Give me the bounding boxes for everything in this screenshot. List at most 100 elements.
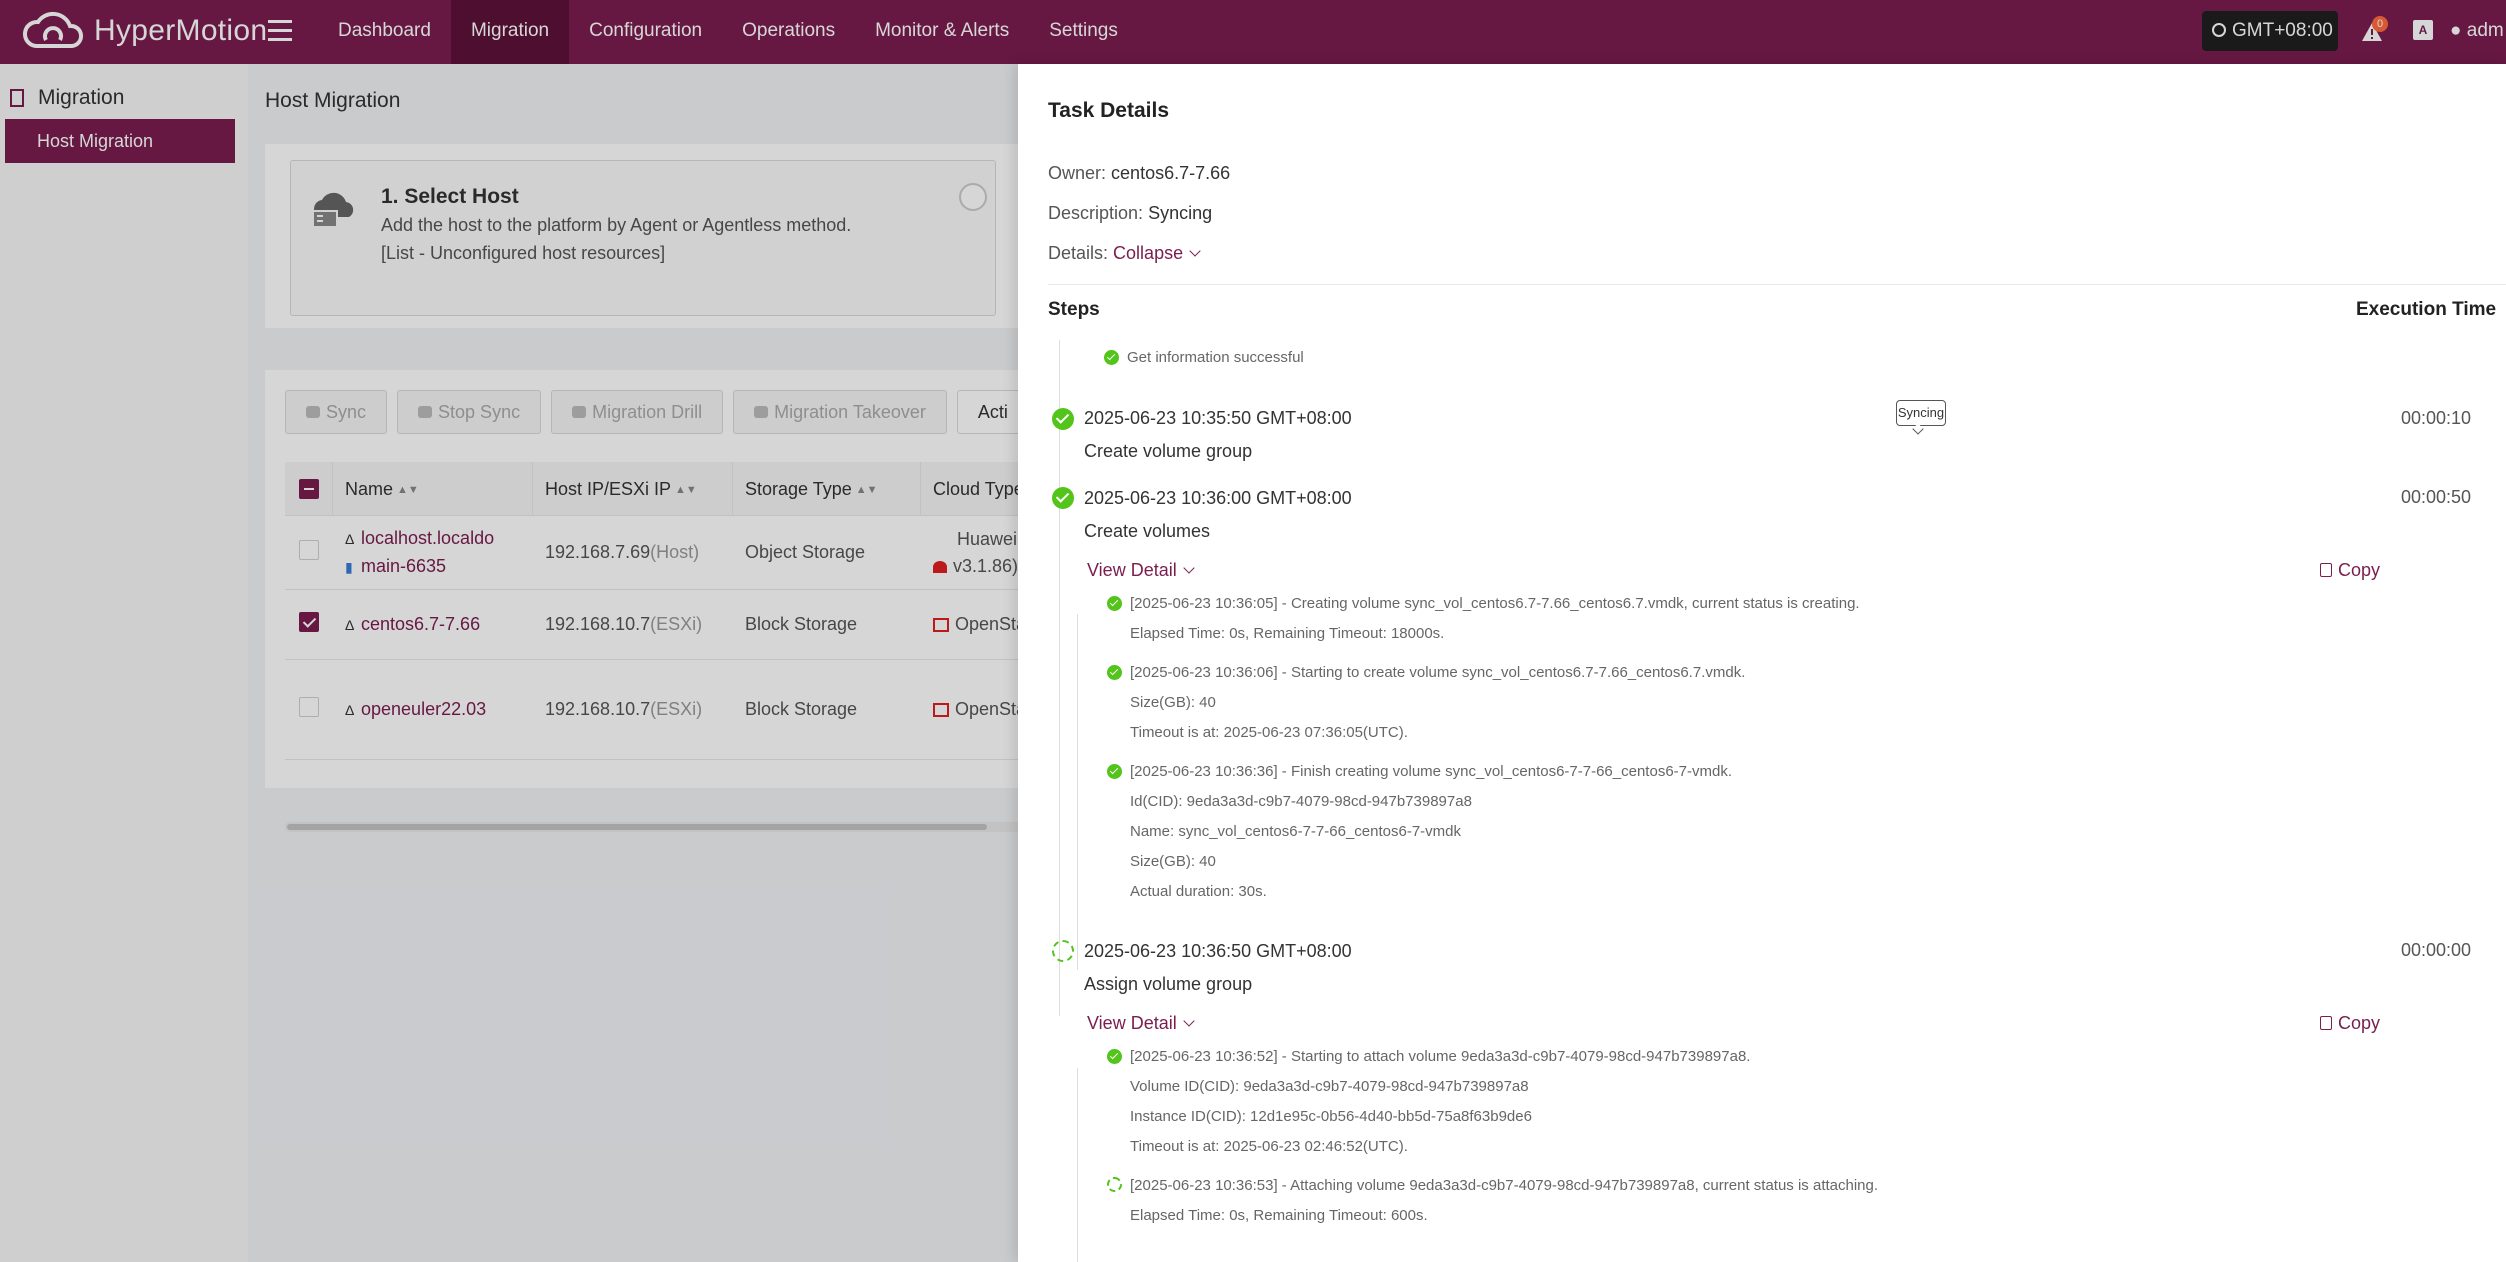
select-host-list-text: [List - Unconfigured host resources] bbox=[381, 243, 666, 263]
migration-drill-button[interactable]: Migration Drill bbox=[551, 390, 724, 434]
log-line-text: Instance ID(CID): 12d1e95c-0b56-4d40-bb5… bbox=[1130, 1108, 1532, 1125]
view-detail-toggle[interactable]: View Detail bbox=[1087, 560, 1195, 581]
cloud-server-icon bbox=[312, 192, 354, 228]
language-icon[interactable]: A bbox=[2413, 20, 2433, 40]
cloud-cell: OpenSta bbox=[921, 699, 1221, 720]
ip-cell: 192.168.10.7(ESXi) bbox=[533, 699, 733, 720]
host-name-link[interactable]: openeuler22.03 bbox=[361, 699, 487, 719]
details-row: Details: Collapse bbox=[1048, 243, 1201, 264]
log-line-text: Elapsed Time: 0s, Remaining Timeout: 600… bbox=[1130, 1207, 1428, 1224]
view-detail-toggle[interactable]: View Detail bbox=[1087, 1013, 1195, 1034]
success-icon bbox=[1107, 1049, 1122, 1064]
header-name[interactable]: Name ▲▼ bbox=[333, 461, 533, 516]
select-host-description: Add the host to the platform by Agent or… bbox=[381, 215, 852, 235]
description-label: Description: bbox=[1048, 203, 1144, 223]
header-cloud-type-label: Cloud Type bbox=[933, 478, 1024, 499]
host-name-link[interactable]: centos6.7-7.66 bbox=[361, 614, 481, 634]
sync-button[interactable]: Sync bbox=[285, 390, 388, 434]
log-line-text: Actual duration: 30s. bbox=[1130, 883, 1267, 900]
menu-toggle-icon[interactable] bbox=[268, 14, 292, 50]
huawei-icon bbox=[933, 560, 947, 573]
cloud-cell: Huawei v3.1.86) bbox=[921, 526, 1221, 580]
select-host-radio[interactable] bbox=[959, 183, 987, 211]
divider bbox=[1048, 284, 2506, 285]
copy-label: Copy bbox=[2338, 1013, 2381, 1033]
migration-drill-button-label: Migration Drill bbox=[592, 402, 703, 422]
collapse-toggle[interactable]: Collapse bbox=[1113, 243, 1201, 263]
host-name-link-cont[interactable]: main-6635 bbox=[361, 555, 447, 576]
header-host-ip[interactable]: Host IP/ESXi IP ▲▼ bbox=[533, 461, 733, 516]
drawer-title: Task Details bbox=[1048, 99, 1170, 122]
host-name-link[interactable]: localhost.localdo bbox=[361, 527, 495, 548]
cloud-name: OpenSta bbox=[955, 699, 1027, 719]
sidebar: Migration Host Migration bbox=[0, 64, 248, 1262]
tooltip: Syncing bbox=[1896, 400, 1946, 426]
cloud-cell: OpenSta bbox=[921, 614, 1221, 635]
actions-button[interactable]: Acti bbox=[956, 390, 1029, 434]
log-line-text: [2025-06-23 10:36:36] - Finish creating … bbox=[1130, 763, 1732, 780]
drill-icon bbox=[572, 406, 587, 418]
main-nav: Dashboard Migration Configuration Operat… bbox=[318, 0, 1138, 64]
sync-button-label: Sync bbox=[326, 402, 367, 422]
log-line-text: [2025-06-23 10:36:05] - Creating volume … bbox=[1130, 595, 1860, 612]
copy-label: Copy bbox=[2338, 560, 2381, 580]
success-icon bbox=[1052, 408, 1074, 430]
row-checkbox[interactable] bbox=[299, 612, 319, 632]
success-icon bbox=[1107, 596, 1122, 611]
details-label: Details: bbox=[1048, 243, 1109, 263]
chevron-down-icon bbox=[1189, 245, 1201, 257]
header-host-ip-label: Host IP/ESXi IP bbox=[545, 478, 672, 499]
scrollbar-thumb[interactable] bbox=[287, 824, 987, 830]
select-host-step[interactable]: 1. Select Host Add the host to the platf… bbox=[290, 160, 996, 316]
log-line-text: [2025-06-23 10:36:52] - Starting to atta… bbox=[1130, 1048, 1751, 1065]
select-all-checkbox[interactable] bbox=[299, 478, 319, 499]
nav-dashboard[interactable]: Dashboard bbox=[338, 20, 431, 41]
step-duration: 00:00:00 bbox=[2401, 940, 2472, 960]
stop-sync-button[interactable]: Stop Sync bbox=[397, 390, 542, 434]
linux-icon: Δ bbox=[345, 530, 355, 547]
step-time: 2025-06-23 10:36:00 GMT+08:00 bbox=[1084, 488, 1352, 508]
nav-settings[interactable]: Settings bbox=[1049, 20, 1118, 41]
page-title: Host Migration bbox=[265, 89, 401, 112]
app-logo[interactable]: HyperMotion bbox=[22, 6, 267, 56]
timezone-button[interactable]: GMT+08:00 bbox=[2202, 11, 2338, 51]
row-checkbox[interactable] bbox=[299, 540, 319, 560]
header-storage-type-label: Storage Type bbox=[745, 478, 852, 499]
copy-button[interactable]: Copy bbox=[2320, 560, 2380, 581]
linux-icon: Δ bbox=[345, 702, 355, 718]
task-details-drawer: Task Details Owner: centos6.7-7.66 Descr… bbox=[1018, 64, 2506, 1262]
sidebar-item-host-migration[interactable]: Host Migration bbox=[5, 119, 235, 163]
header-storage-type[interactable]: Storage Type ▲▼ bbox=[733, 461, 921, 516]
nav-monitor-alerts[interactable]: Monitor & Alerts bbox=[875, 20, 1010, 41]
owner-row: Owner: centos6.7-7.66 bbox=[1048, 163, 1230, 184]
log-line bbox=[1077, 614, 1078, 970]
row-checkbox[interactable] bbox=[299, 697, 319, 717]
horizontal-scrollbar[interactable] bbox=[285, 822, 1271, 832]
ip-value: 192.168.7.69 bbox=[545, 542, 651, 562]
copy-button[interactable]: Copy bbox=[2320, 1013, 2380, 1034]
chevron-down-icon bbox=[1183, 562, 1195, 574]
row-select-cell bbox=[285, 540, 333, 565]
ip-type: (ESXi) bbox=[650, 614, 703, 634]
sort-icon: ▲▼ bbox=[397, 483, 419, 496]
top-navbar: HyperMotion Dashboard Migration Configur… bbox=[0, 0, 2506, 64]
description-row: Description: Syncing bbox=[1048, 203, 1212, 224]
user-menu[interactable]: ● adm bbox=[2450, 20, 2504, 42]
user-name: adm bbox=[2466, 20, 2504, 41]
collapse-label: Collapse bbox=[1113, 243, 1184, 263]
log-line bbox=[1077, 1068, 1078, 1262]
nav-migration[interactable]: Migration bbox=[450, 0, 570, 64]
log-line-text: Name: sync_vol_centos6-7-7-66_centos6-7-… bbox=[1130, 823, 1461, 840]
nav-configuration[interactable]: Configuration bbox=[589, 20, 703, 41]
step-time: 2025-06-23 10:35:50 GMT+08:00 bbox=[1084, 408, 1352, 428]
nav-operations[interactable]: Operations bbox=[742, 20, 836, 41]
success-icon bbox=[1052, 487, 1074, 509]
migration-takeover-button[interactable]: Migration Takeover bbox=[733, 390, 947, 434]
alert-icon[interactable] bbox=[2361, 22, 2383, 42]
success-icon bbox=[1107, 764, 1122, 779]
linux-icon: Δ bbox=[345, 617, 355, 633]
